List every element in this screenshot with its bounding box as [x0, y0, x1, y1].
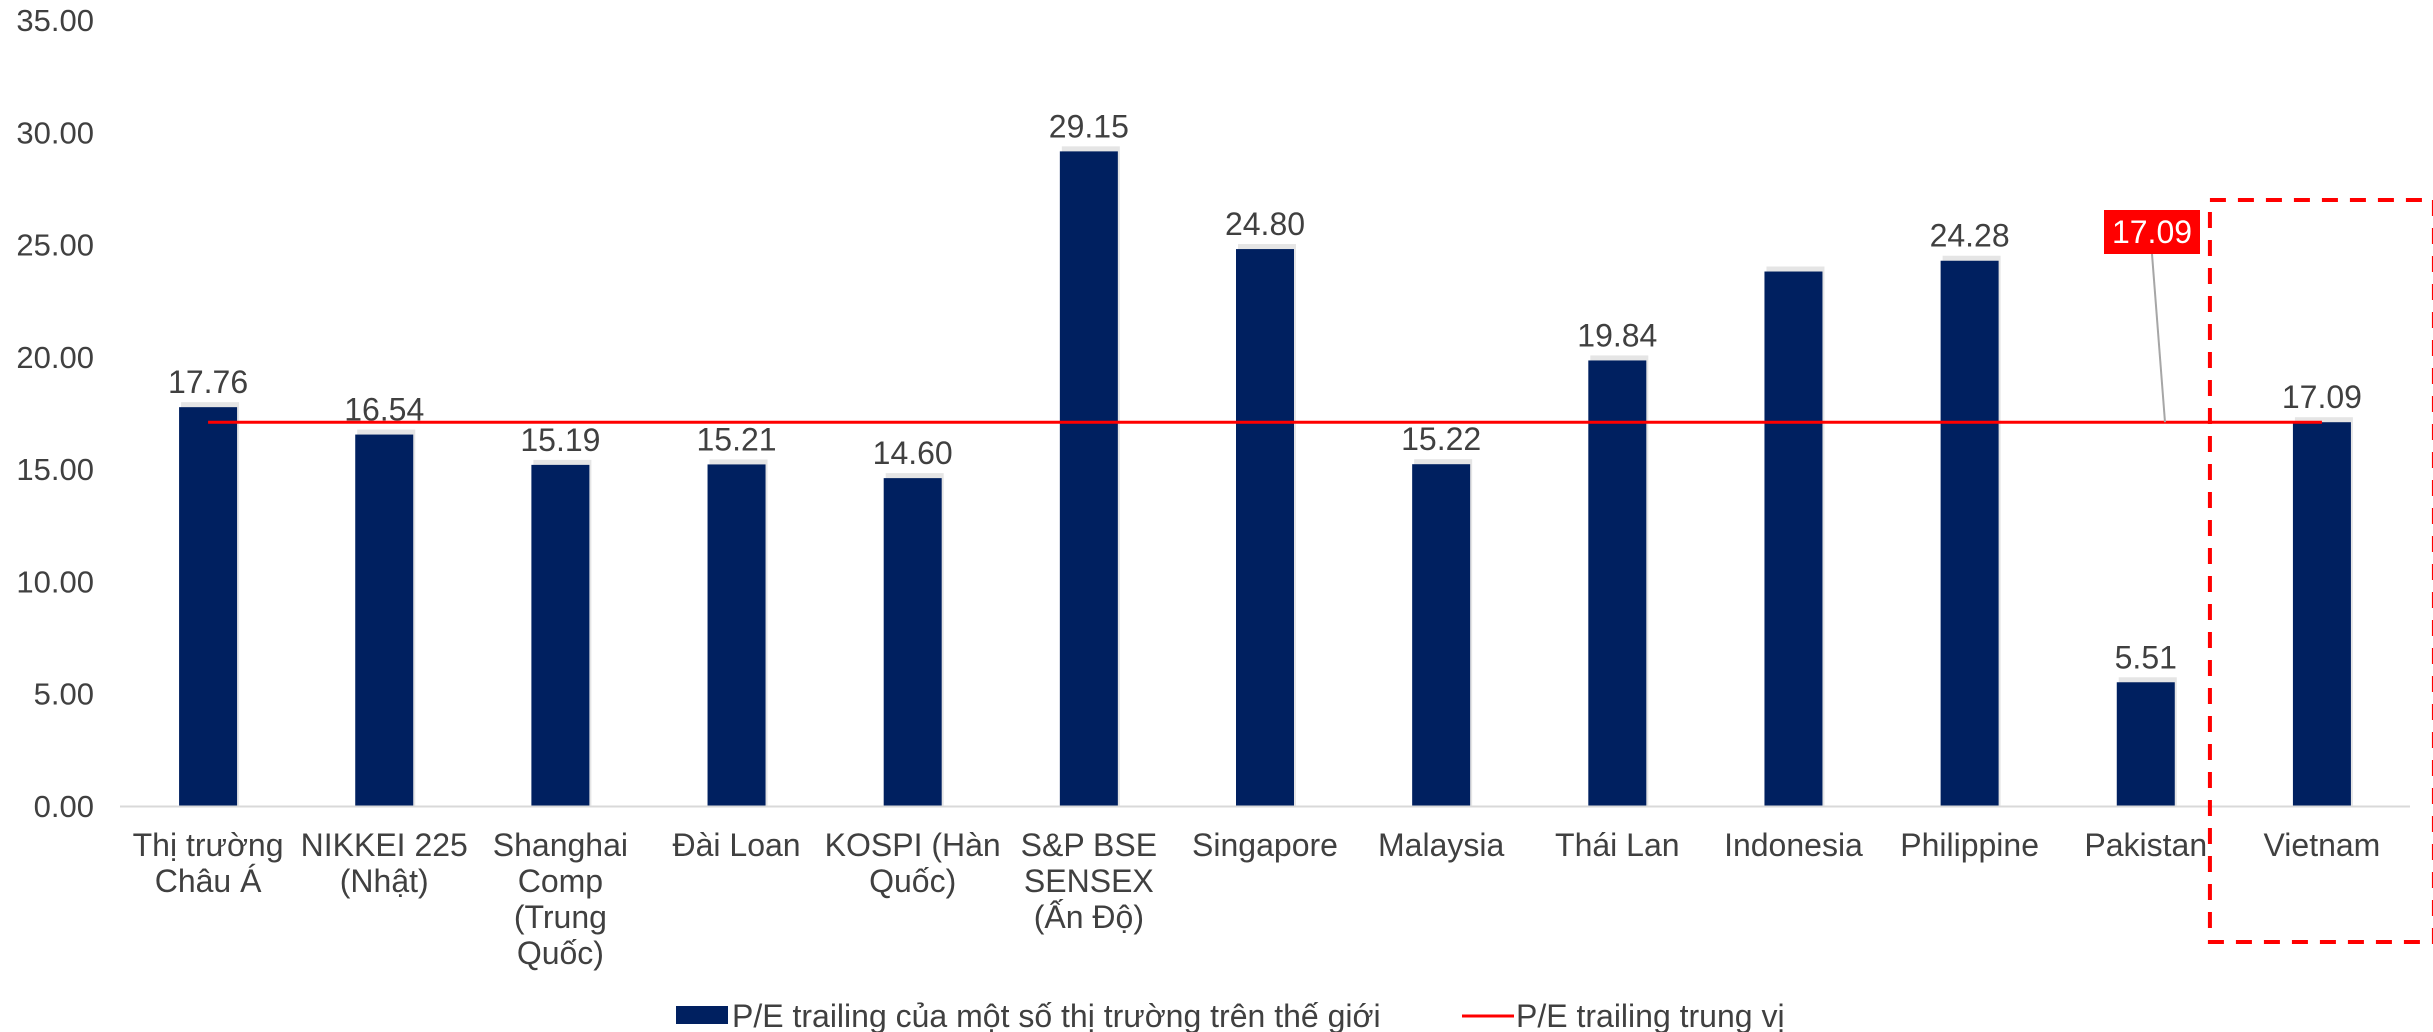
- median-line-group: 17.09: [208, 210, 2322, 424]
- category-label-line: (Trung: [514, 899, 607, 935]
- median-callout-box: [2104, 210, 2200, 254]
- bar: [1412, 464, 1471, 806]
- bar: [1059, 151, 1118, 807]
- category-label-line: Quốc): [517, 935, 604, 971]
- y-tick-label: 0.00: [34, 789, 94, 824]
- category-label-line: Châu Á: [155, 863, 262, 899]
- category-label-line: Malaysia: [1378, 827, 1504, 863]
- bar-value-label: 24.80: [1225, 206, 1305, 242]
- category-label: Pakistan: [2084, 827, 2207, 863]
- bar-value-label: 17.76: [168, 364, 248, 400]
- category-label-line: KOSPI (Hàn: [825, 827, 1001, 863]
- category-label: Vietnam: [2264, 827, 2381, 863]
- bar: [2292, 422, 2351, 806]
- category-label: Đài Loan: [672, 827, 800, 863]
- category-label-line: Shanghai: [493, 827, 628, 863]
- bar: [1236, 249, 1294, 806]
- bar: [883, 478, 942, 806]
- category-label-line: Quốc): [869, 863, 956, 899]
- bar: [355, 434, 414, 806]
- bar: [1940, 260, 1999, 806]
- category-label: Thị trường Châu Á: [133, 827, 284, 899]
- legend-bar-swatch: [676, 1006, 728, 1024]
- bar: [1588, 360, 1647, 806]
- y-tick-label: 25.00: [16, 228, 94, 263]
- category-label-line: S&P BSE: [1021, 827, 1157, 863]
- bar: [1764, 271, 1823, 806]
- category-label-line: Vietnam: [2264, 827, 2381, 863]
- legend-bar-label: P/E trailing của một số thị trường trên …: [732, 998, 1381, 1032]
- category-label: S&P BSE SENSEX (Ấn Độ): [1021, 827, 1157, 935]
- bar-value-label: 19.84: [1577, 317, 1657, 353]
- category-label: NIKKEI 225 (Nhật): [301, 827, 468, 899]
- category-label-line: Indonesia: [1724, 827, 1863, 863]
- bar: [179, 407, 238, 806]
- category-label-line: Thị trường: [133, 827, 284, 863]
- bar-value-label: 5.51: [2115, 639, 2177, 675]
- bar-value-label: 29.15: [1049, 108, 1129, 144]
- category-label-line: Pakistan: [2084, 827, 2207, 863]
- category-label-line: (Nhật): [340, 863, 429, 899]
- bar: [531, 464, 590, 806]
- bar-value-label: 14.60: [873, 435, 953, 471]
- category-label-line: Đài Loan: [672, 827, 800, 863]
- category-label: Malaysia: [1378, 827, 1504, 863]
- category-label: KOSPI (Hàn Quốc): [825, 827, 1001, 899]
- bar-value-label: 15.21: [696, 421, 776, 457]
- bar-value-label: 24.28: [1930, 218, 2010, 254]
- category-label: Philippine: [1900, 827, 2039, 863]
- category-label-line: NIKKEI 225: [301, 827, 468, 863]
- y-tick-label: 10.00: [16, 564, 94, 599]
- bar: [2116, 682, 2175, 806]
- category-label-line: Singapore: [1192, 827, 1338, 863]
- bar: [707, 464, 766, 806]
- category-label: Singapore: [1192, 827, 1338, 863]
- category-label-line: Philippine: [1900, 827, 2039, 863]
- y-tick-label: 35.00: [16, 3, 94, 38]
- y-tick-label: 15.00: [16, 452, 94, 487]
- y-axis: 0.00 5.00 10.00 15.00 20.00 25.00 30.00 35.00: [16, 3, 94, 824]
- category-label: Thái Lan: [1555, 827, 1680, 863]
- category-label-line: SENSEX: [1024, 863, 1154, 899]
- y-tick-label: 20.00: [16, 340, 94, 375]
- category-label-line: Thái Lan: [1555, 827, 1680, 863]
- category-label: Shanghai Comp (Trung Quốc): [493, 827, 628, 971]
- legend-line-label: P/E trailing trung vị: [1516, 998, 1785, 1032]
- median-leader-line: [2151, 253, 2166, 423]
- bar-value-label: 17.09: [2282, 379, 2362, 415]
- median-callout-label: 17.09: [2112, 214, 2192, 250]
- category-label: Indonesia: [1724, 827, 1863, 863]
- y-tick-label: 5.00: [34, 677, 94, 712]
- vietnam-highlight-box: [2207, 198, 2433, 944]
- category-label-line: Comp: [518, 863, 603, 899]
- category-label-line: (Ấn Độ): [1034, 899, 1144, 935]
- y-tick-label: 30.00: [16, 115, 94, 150]
- legend: P/E trailing của một số thị trường trên …: [676, 998, 1785, 1032]
- bar-value-label: 15.22: [1401, 421, 1481, 457]
- bar-value-label: 15.19: [520, 422, 600, 458]
